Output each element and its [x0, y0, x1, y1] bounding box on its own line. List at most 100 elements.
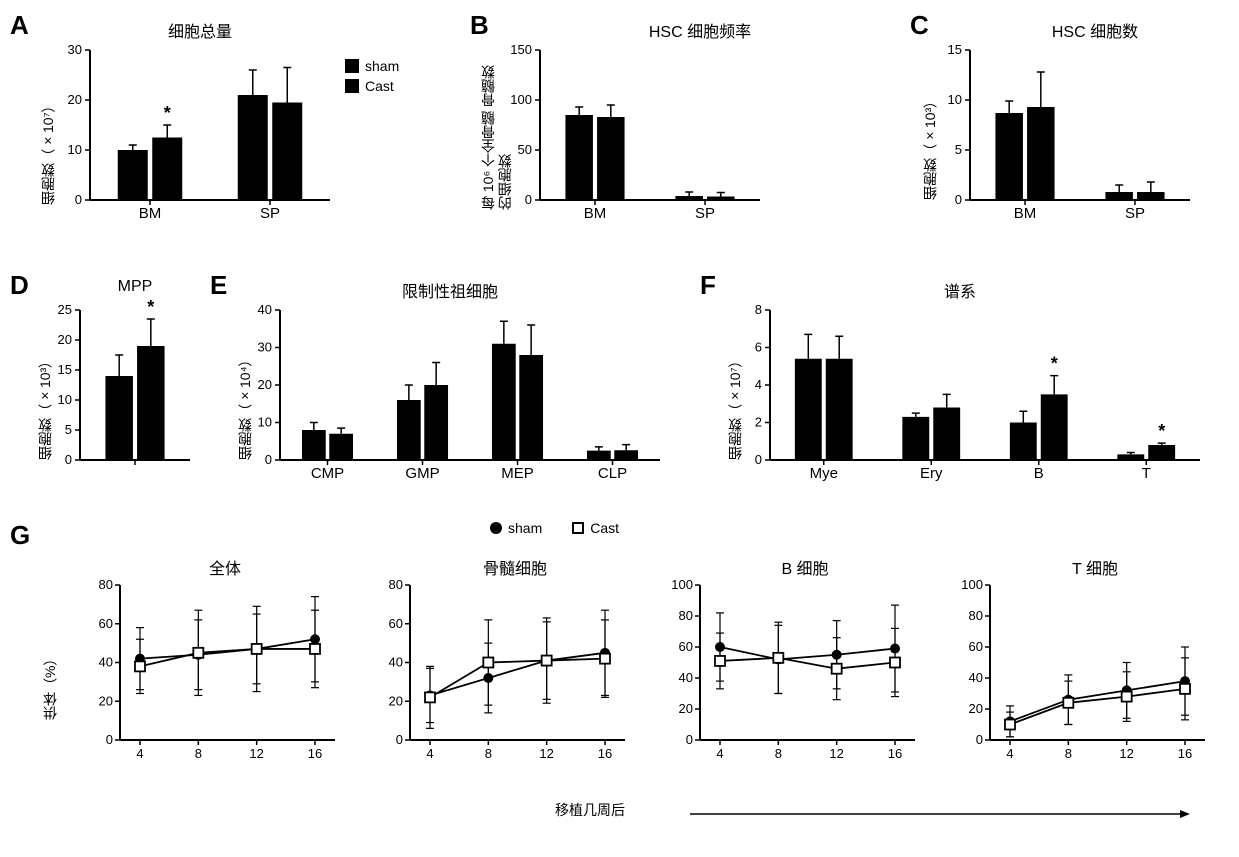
svg-text:BM: BM [1014, 205, 1037, 222]
panel-a-label: A [10, 10, 29, 41]
svg-text:0: 0 [755, 452, 762, 467]
panel-f-title: 谱系 [910, 278, 1010, 302]
svg-text:12: 12 [539, 746, 553, 761]
svg-text:100: 100 [510, 92, 532, 107]
svg-text:20: 20 [99, 693, 113, 708]
svg-text:80: 80 [389, 577, 403, 592]
svg-text:4: 4 [1006, 746, 1013, 761]
svg-text:16: 16 [598, 746, 612, 761]
svg-text:0: 0 [525, 192, 532, 207]
panel-e-label: E [210, 270, 227, 301]
svg-text:SP: SP [1125, 205, 1145, 222]
svg-text:CMP: CMP [311, 465, 344, 482]
svg-text:16: 16 [888, 746, 902, 761]
panel-e-ylabel: 细胞数（×10⁴） [235, 330, 255, 460]
legend-sham-swatch [345, 59, 359, 73]
svg-text:8: 8 [755, 302, 762, 317]
svg-text:GMP: GMP [405, 465, 439, 482]
legend-sham-label: sham [365, 58, 399, 74]
svg-text:0: 0 [396, 732, 403, 747]
svg-text:12: 12 [249, 746, 263, 761]
svg-text:Mye: Mye [810, 465, 838, 482]
svg-text:40: 40 [679, 670, 693, 685]
panel-b-chart: 050100150BMSP [530, 40, 770, 230]
svg-text:50: 50 [518, 142, 532, 157]
svg-text:10: 10 [58, 392, 72, 407]
svg-text:Ery: Ery [920, 465, 943, 482]
svg-text:15: 15 [58, 362, 72, 377]
svg-text:20: 20 [679, 701, 693, 716]
panel-d-chart: 0510152025* [70, 300, 200, 490]
line-legend-cast-label: Cast [590, 520, 619, 536]
svg-text:20: 20 [389, 693, 403, 708]
svg-text:0: 0 [686, 732, 693, 747]
svg-text:12: 12 [1119, 746, 1133, 761]
line-chart: 020406080481216 [385, 575, 635, 775]
panel-g-subplot: 全体020406080481216 [85, 555, 355, 785]
panel-b-title: HSC 细胞频率 [620, 18, 780, 42]
arrow-icon [690, 808, 1190, 820]
panel-a-ylabel: 细胞数（×10⁷） [38, 75, 58, 205]
svg-text:4: 4 [755, 377, 762, 392]
panel-f-ylabel: 细胞数（×10⁷） [725, 330, 745, 460]
svg-text:40: 40 [389, 655, 403, 670]
svg-text:0: 0 [75, 192, 82, 207]
svg-text:10: 10 [948, 92, 962, 107]
panel-b-label: B [470, 10, 489, 41]
svg-text:20: 20 [969, 701, 983, 716]
svg-text:12: 12 [829, 746, 843, 761]
svg-text:30: 30 [68, 42, 82, 57]
svg-text:20: 20 [68, 92, 82, 107]
panel-a-chart: 0102030BM*SP [80, 40, 340, 230]
svg-text:8: 8 [1065, 746, 1072, 761]
svg-text:4: 4 [136, 746, 143, 761]
svg-text:5: 5 [955, 142, 962, 157]
svg-text:4: 4 [716, 746, 723, 761]
legend-cast-label: Cast [365, 78, 394, 94]
bar-legend: sham Cast [345, 58, 399, 98]
panel-c: C HSC 细胞数 细胞数（×10³） 051015BMSP [900, 10, 1220, 245]
svg-text:150: 150 [510, 42, 532, 57]
svg-text:*: * [1158, 421, 1165, 441]
svg-text:BM: BM [139, 205, 162, 222]
legend-cast: Cast [345, 78, 399, 94]
svg-text:0: 0 [976, 732, 983, 747]
svg-text:25: 25 [58, 302, 72, 317]
svg-text:40: 40 [969, 670, 983, 685]
panel-g-subplot: B 细胞020406080100481216 [665, 555, 935, 785]
panel-c-label: C [910, 10, 929, 41]
cast-marker-icon [572, 522, 584, 534]
svg-text:60: 60 [389, 616, 403, 631]
panel-b-ylabel: 每 10⁶ 个全骨髓 骨髓数 的细胞数 [480, 50, 514, 210]
panel-c-ylabel: 细胞数（×10³） [920, 70, 940, 200]
panel-e-title: 限制性祖细胞 [370, 278, 530, 302]
line-legend: sham Cast [490, 520, 619, 540]
svg-text:SP: SP [260, 205, 280, 222]
panel-a: A 细胞总量 细胞数（×10⁷） 0102030BM*SP [10, 10, 400, 245]
sham-marker-icon [490, 522, 502, 534]
legend-sham: sham [345, 58, 399, 74]
svg-text:T: T [1142, 465, 1151, 482]
svg-text:SP: SP [695, 205, 715, 222]
panel-a-title: 细胞总量 [145, 18, 255, 42]
svg-text:16: 16 [308, 746, 322, 761]
svg-text:10: 10 [68, 142, 82, 157]
svg-text:60: 60 [99, 616, 113, 631]
panel-g-label: G [10, 520, 30, 551]
svg-text:8: 8 [775, 746, 782, 761]
panel-d: D MPP 细胞数（×10³） 0510152025* [10, 270, 200, 505]
svg-text:100: 100 [671, 577, 693, 592]
svg-text:BM: BM [584, 205, 607, 222]
line-chart: 020406080100481216 [965, 575, 1215, 775]
svg-text:4: 4 [426, 746, 433, 761]
svg-text:*: * [147, 297, 154, 317]
svg-text:0: 0 [65, 452, 72, 467]
svg-text:30: 30 [258, 340, 272, 355]
line-legend-sham-label: sham [508, 520, 542, 536]
svg-text:80: 80 [679, 608, 693, 623]
panel-f-chart: 02468MyeEryB*T* [760, 300, 1210, 490]
line-legend-sham: sham [490, 520, 542, 536]
panel-f: F 谱系 细胞数（×10⁷） 02468MyeEryB*T* [700, 270, 1220, 505]
svg-text:80: 80 [969, 608, 983, 623]
svg-text:8: 8 [195, 746, 202, 761]
